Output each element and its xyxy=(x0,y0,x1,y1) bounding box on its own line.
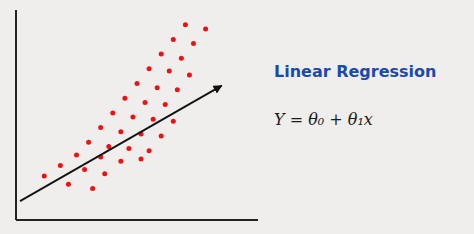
scatter-point xyxy=(167,68,172,73)
scatter-point xyxy=(147,66,152,71)
scatter-point xyxy=(118,159,123,164)
scatter-point xyxy=(151,117,156,122)
regression-arrow xyxy=(20,86,222,202)
scatter-point xyxy=(147,148,152,153)
scatter-point xyxy=(159,52,164,57)
scatter-point xyxy=(66,182,71,187)
scatter-point xyxy=(187,73,192,78)
scatter-point xyxy=(159,134,164,139)
scatter-point xyxy=(98,125,103,130)
plot-area xyxy=(20,22,222,201)
scatter-point xyxy=(155,85,160,90)
scatter-point xyxy=(82,167,87,172)
scatter-point xyxy=(90,186,95,191)
scatter-point xyxy=(110,110,115,115)
scatter-point xyxy=(122,96,127,101)
scatter-point xyxy=(171,37,176,42)
formula: Y = θ₀ + θ₁x xyxy=(274,110,373,129)
scatter-point xyxy=(175,87,180,92)
chart: Linear Regression Y = θ₀ + θ₁x xyxy=(0,0,474,234)
scatter-point xyxy=(118,129,123,134)
scatter-point xyxy=(135,81,140,86)
scatter-point xyxy=(171,119,176,124)
scatter-point xyxy=(102,171,107,176)
scatter-point xyxy=(42,173,47,178)
scatter-point xyxy=(126,146,131,151)
x-axis xyxy=(16,219,258,221)
scatter-point xyxy=(130,115,135,120)
scatter-point xyxy=(139,157,144,162)
y-axis xyxy=(15,10,17,220)
scatter-point xyxy=(86,140,91,145)
scatter-point xyxy=(179,56,184,61)
scatter-point xyxy=(191,41,196,46)
scatter-point xyxy=(58,163,63,168)
scatter-point xyxy=(143,100,148,105)
scatter-point xyxy=(203,26,208,31)
scatter-point xyxy=(74,152,79,157)
scatter-point xyxy=(163,102,168,107)
scatter-point xyxy=(183,22,188,27)
title: Linear Regression xyxy=(274,62,436,81)
